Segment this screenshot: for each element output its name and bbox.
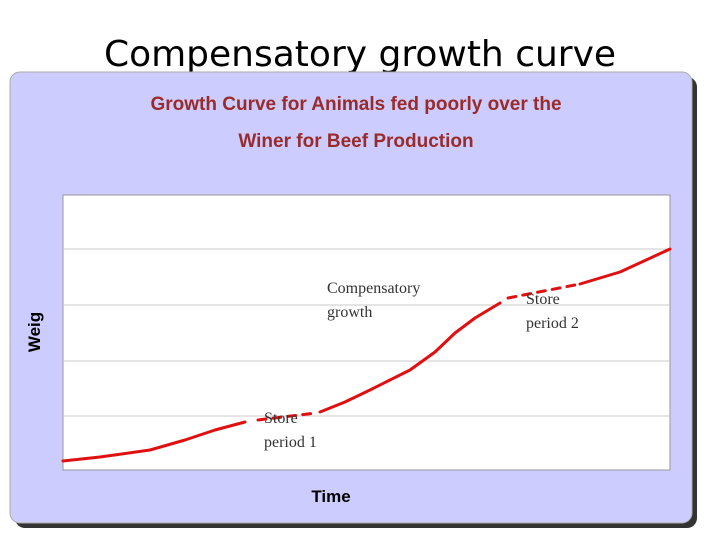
y-axis-label: Weig <box>25 312 44 352</box>
annotation: Store <box>264 410 298 427</box>
annotation: Store <box>526 291 560 308</box>
plot-area <box>62 194 671 471</box>
chart-title-line: Winer for Beef Production <box>238 131 473 152</box>
store-period-curve <box>506 282 582 300</box>
annotation: period 2 <box>526 315 579 332</box>
growth-curve <box>318 301 502 414</box>
annotation: Compensatory <box>327 280 420 297</box>
annotation: period 1 <box>264 434 317 451</box>
growth-curve <box>578 247 672 286</box>
x-axis-label: Time <box>311 487 350 506</box>
slide-title: Compensatory growth curve <box>104 34 616 75</box>
growth-curve <box>61 420 247 463</box>
annotation: growth <box>327 304 372 321</box>
chart-title-line: Growth Curve for Animals fed poorly over… <box>150 94 561 115</box>
store-period-curve <box>256 411 318 422</box>
